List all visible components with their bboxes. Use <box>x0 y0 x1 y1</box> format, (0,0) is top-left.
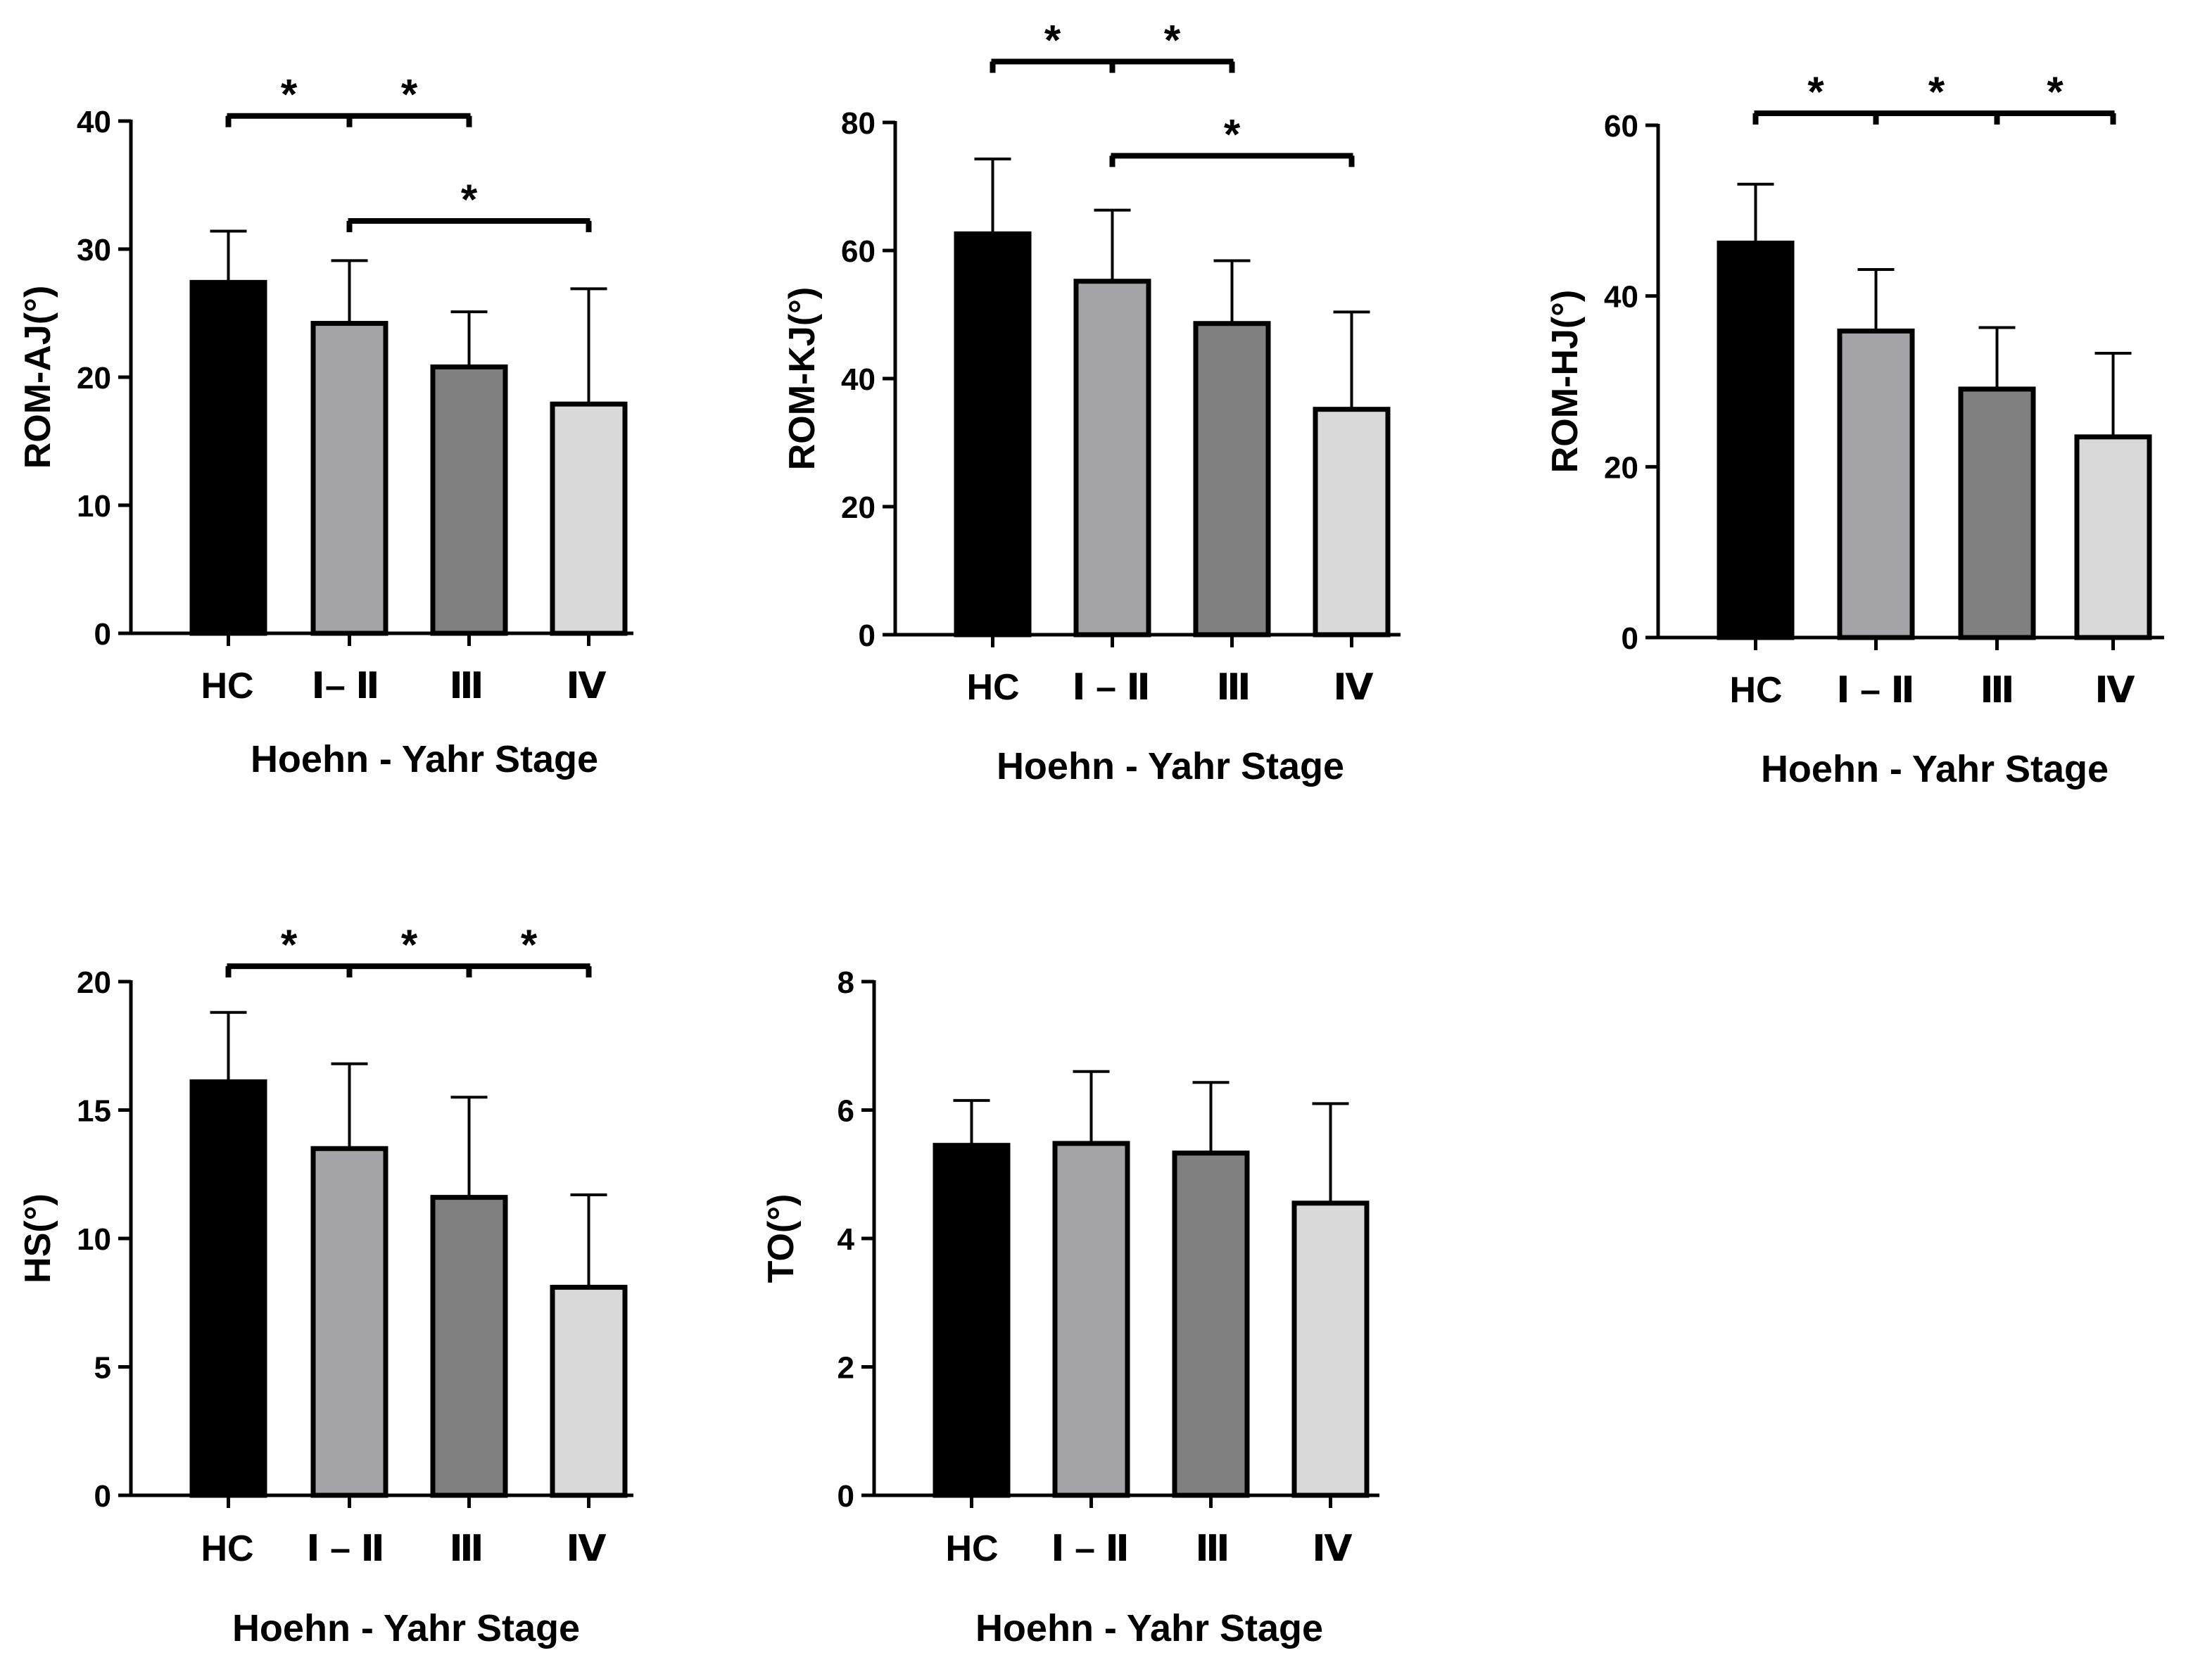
x-category-label: Ⅳ <box>1333 667 1373 708</box>
x-axis-label: Hoehn - Yahr Stage <box>232 1607 580 1649</box>
bar-iii <box>430 364 508 636</box>
y-tick-label: 40 <box>841 362 876 397</box>
bar-hc <box>954 231 1032 638</box>
y-tick-label: 4 <box>838 1222 855 1257</box>
x-category-label: Ⅲ <box>449 666 484 706</box>
bar-i–ii <box>1837 328 1915 640</box>
x-category-label: Ⅰ– Ⅱ <box>312 666 380 706</box>
x-category-label: Ⅰ – Ⅱ <box>1072 667 1150 708</box>
y-tick-label: 0 <box>94 617 111 652</box>
x-category-label: HC <box>1729 670 1782 711</box>
x-axis-label: Hoehn - Yahr Stage <box>975 1607 1323 1649</box>
bar-iv <box>2074 434 2152 640</box>
y-tick-label: 40 <box>77 105 111 139</box>
y-tick-label: 8 <box>838 965 854 1000</box>
x-category-label: HC <box>201 666 253 706</box>
x-category-label: Ⅳ <box>566 1528 606 1569</box>
x-category-label: Ⅲ <box>1980 670 2014 711</box>
bar-i–ii <box>310 321 388 636</box>
panel-rom-kj: 0 20 40 60 80 HC Ⅰ – Ⅱ Ⅲ Ⅳ ROM-KJ(°) Hoehn - Yahr … <box>782 17 1401 787</box>
y-axis-label: ROM-HJ(°) <box>1545 290 1586 474</box>
x-category-label: HC <box>966 667 1019 708</box>
x-category-label: HC <box>945 1528 998 1569</box>
significance-star: * <box>1224 110 1241 158</box>
y-tick-label: 5 <box>94 1351 111 1386</box>
x-category-label: Ⅳ <box>1312 1528 1352 1569</box>
x-category-label: HC <box>201 1528 253 1569</box>
y-tick-label: 0 <box>1622 621 1638 656</box>
y-tick-label: 0 <box>94 1479 111 1514</box>
significance-star: * <box>461 176 478 223</box>
x-category-label: Ⅰ – Ⅱ <box>1051 1528 1129 1569</box>
y-tick-label: 20 <box>77 361 111 395</box>
y-tick-label: 0 <box>838 1479 854 1514</box>
bar-i–ii <box>1052 1141 1130 1498</box>
bar-hc <box>189 1079 267 1498</box>
bar-iv <box>1313 407 1391 638</box>
y-tick-label: 60 <box>1604 109 1638 144</box>
significance-star: * <box>521 921 538 968</box>
bar-hc <box>189 279 267 636</box>
y-tick-label: 80 <box>841 106 876 141</box>
y-axis-label: TO(°) <box>761 1194 802 1283</box>
bar-i–ii <box>1073 279 1151 638</box>
significance-star: * <box>1044 17 1061 64</box>
y-tick-label: 30 <box>77 233 111 267</box>
y-axis-label: ROM-AJ(°) <box>18 286 58 469</box>
significance-star: * <box>1807 68 1824 115</box>
y-tick-label: 20 <box>1604 450 1638 485</box>
y-axis-label: HS(°) <box>18 1193 58 1283</box>
y-tick-label: 6 <box>838 1094 854 1129</box>
x-category-label: Ⅳ <box>566 666 606 706</box>
y-tick-label: 40 <box>1604 280 1638 315</box>
panel-hs: 0 5 10 15 20 HC Ⅰ – Ⅱ Ⅲ Ⅳ HS(°) Hoehn - Yahr Stage… <box>18 921 633 1649</box>
y-tick-label: 10 <box>77 489 111 524</box>
bar-iii <box>1193 321 1271 638</box>
bar-i–ii <box>310 1146 388 1498</box>
y-tick-label: 20 <box>841 490 876 525</box>
y-tick-label: 15 <box>77 1094 111 1129</box>
significance-star: * <box>401 921 418 968</box>
significance-star: * <box>401 71 418 118</box>
x-category-label: Ⅲ <box>449 1528 484 1569</box>
x-axis-label: Hoehn - Yahr Stage <box>997 745 1344 787</box>
bar-iv <box>550 401 628 636</box>
x-category-label: Ⅰ – Ⅱ <box>306 1528 384 1569</box>
y-tick-label: 0 <box>859 619 876 653</box>
bar-iii <box>1958 386 2036 640</box>
bar-iv <box>550 1284 628 1498</box>
bar-iii <box>1172 1151 1250 1498</box>
y-tick-label: 60 <box>841 234 876 269</box>
panel-rom-hj: 0 20 40 60 HC Ⅰ – Ⅱ Ⅲ Ⅳ ROM-HJ(°) Hoehn - Yahr St… <box>1545 68 2164 790</box>
x-category-label: Ⅳ <box>2094 670 2135 711</box>
x-category-label: Ⅰ – Ⅱ <box>1836 670 1914 711</box>
significance-star: * <box>2047 68 2064 115</box>
x-axis-label: Hoehn - Yahr Stage <box>1761 748 2109 790</box>
bar-hc <box>933 1143 1011 1498</box>
x-category-label: Ⅲ <box>1216 667 1251 708</box>
y-tick-label: 20 <box>77 965 111 1000</box>
bar-hc <box>1717 240 1795 640</box>
bar-iii <box>430 1195 508 1498</box>
significance-star: * <box>281 71 298 118</box>
y-tick-label: 10 <box>77 1222 111 1257</box>
x-axis-label: Hoehn - Yahr Stage <box>251 738 598 780</box>
x-category-label: Ⅲ <box>1195 1528 1230 1569</box>
panel-to: 0 2 4 6 8 HC Ⅰ – Ⅱ Ⅲ Ⅳ TO(°) Hoehn - Yahr Stage <box>761 965 1379 1649</box>
y-tick-label: 2 <box>838 1351 854 1386</box>
significance-star: * <box>1164 17 1181 64</box>
significance-star: * <box>281 921 298 968</box>
bar-iv <box>1291 1200 1370 1498</box>
panel-rom-aj: 0 10 20 30 40 HC Ⅰ– Ⅱ Ⅲ Ⅳ ROM-AJ(°) Hoehn - Yahr S… <box>18 71 633 780</box>
y-axis-label: ROM-KJ(°) <box>782 287 823 471</box>
significance-star: * <box>1928 68 1945 115</box>
